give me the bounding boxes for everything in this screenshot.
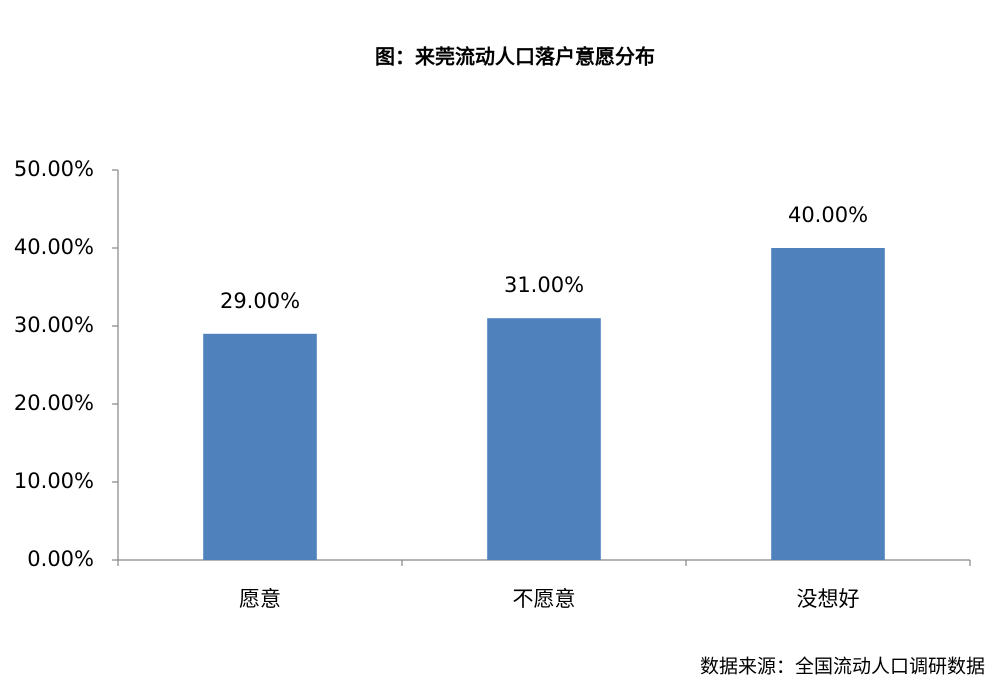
y-tick-label: 0.00% [27,547,94,571]
bar [203,333,317,560]
chart-title: 图：来莞流动人口落户意愿分布 [375,45,655,69]
y-tick-label: 20.00% [14,391,94,415]
y-tick-label: 50.00% [14,157,94,181]
x-tick-label: 愿意 [239,587,281,611]
x-tick-label: 不愿意 [513,587,576,611]
y-tick-label: 10.00% [14,469,94,493]
y-tick-label: 30.00% [14,313,94,337]
source-note: 数据来源：全国流动人口调研数据 [700,656,985,678]
value-label: 31.00% [504,273,584,297]
bar [771,248,885,560]
y-tick-label: 40.00% [14,235,94,259]
bar [487,318,601,560]
value-label: 40.00% [788,203,868,227]
x-tick-label: 没想好 [797,587,860,611]
value-label: 29.00% [220,289,300,313]
